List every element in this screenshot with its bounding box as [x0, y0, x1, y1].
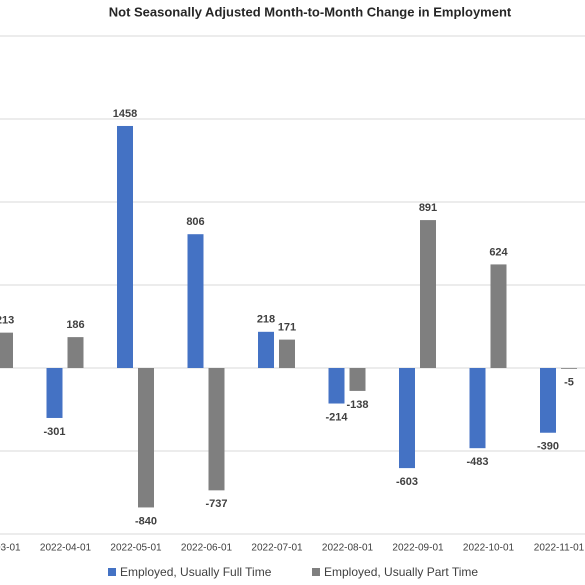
- x-tick-label: 2022-11-01: [534, 543, 585, 554]
- bar: [540, 368, 556, 433]
- legend-swatch: [312, 568, 320, 576]
- x-tick-label: 2022-10-01: [463, 543, 515, 554]
- value-label: 624: [489, 246, 508, 258]
- x-tick-label: 2022-08-01: [322, 543, 374, 554]
- value-label: -390: [537, 441, 559, 453]
- bar: [279, 339, 295, 368]
- legend-label: Employed, Usually Full Time: [120, 565, 272, 579]
- bar: [138, 368, 154, 508]
- value-label: -5: [564, 377, 574, 389]
- legend-label: Employed, Usually Part Time: [324, 565, 478, 579]
- value-label: 186: [66, 319, 84, 331]
- bar: [420, 220, 436, 368]
- value-label: 1458: [113, 108, 137, 120]
- value-label: 213: [0, 315, 14, 327]
- bar: [399, 368, 415, 469]
- x-tick-label: 2022-06-01: [181, 543, 233, 554]
- bar: [208, 368, 225, 491]
- bar: [561, 368, 577, 369]
- bar: [349, 368, 366, 391]
- value-label: 218: [257, 314, 275, 326]
- value-label: -840: [135, 515, 157, 527]
- value-label: 806: [186, 216, 204, 228]
- value-label: 891: [419, 202, 437, 214]
- bar: [117, 125, 133, 368]
- x-tick-label: 2022-04-01: [40, 543, 92, 554]
- value-label: -603: [396, 476, 418, 488]
- x-tick-label: 2022-03-01: [0, 543, 21, 554]
- bar: [258, 331, 274, 368]
- bar: [490, 264, 507, 368]
- bar: [0, 332, 13, 368]
- chart-title: Not Seasonally Adjusted Month-to-Month C…: [109, 4, 512, 19]
- x-tick-label: 2022-07-01: [251, 543, 303, 554]
- bar: [46, 368, 63, 418]
- value-label: -301: [43, 426, 65, 438]
- value-label: -214: [325, 411, 348, 423]
- legend-swatch: [108, 568, 116, 576]
- bar: [328, 368, 345, 404]
- value-label: -737: [205, 498, 227, 510]
- x-tick-label: 2022-09-01: [392, 543, 444, 554]
- bar: [469, 368, 486, 449]
- bar: [67, 337, 84, 368]
- value-label: -138: [346, 399, 368, 411]
- value-label: -483: [466, 456, 488, 468]
- value-label: 171: [278, 322, 296, 334]
- bar: [187, 234, 204, 368]
- x-tick-label: 2022-05-01: [110, 543, 162, 554]
